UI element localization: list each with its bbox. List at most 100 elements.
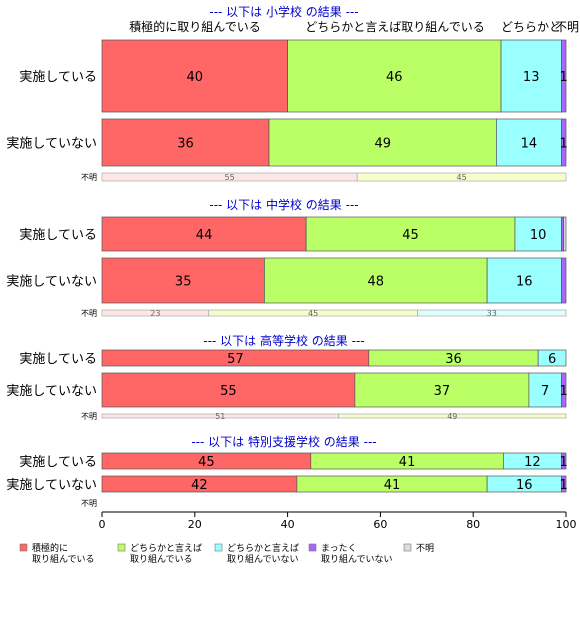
bar-segment (356, 172, 567, 182)
legend-swatch (308, 543, 317, 552)
legend-label: まったく (321, 543, 357, 554)
data-label: 13 (523, 70, 540, 85)
bar-segment (101, 39, 288, 113)
bar-segment (561, 118, 567, 167)
data-label: 42 (191, 478, 208, 493)
row-label: 実施していない (6, 383, 97, 399)
data-label: 41 (384, 478, 401, 493)
legend-swatch (19, 543, 28, 552)
bar-segment (101, 118, 270, 167)
top-category-label: 不明 (555, 20, 579, 34)
data-label: 10 (530, 228, 547, 243)
section-title: --- 以下は 特別支援学校 の結果 --- (191, 434, 376, 449)
legend-label: 積極的に (32, 542, 68, 554)
data-label: 1 (560, 137, 568, 152)
data-label: 55 (225, 173, 235, 182)
bar-segment (101, 372, 356, 408)
x-tick-label: 80 (466, 518, 480, 531)
data-label: 1 (560, 455, 568, 470)
data-label: 37 (434, 384, 451, 399)
data-label: 1 (560, 384, 568, 399)
top-category-label: 積極的に取り組んでいる (129, 19, 260, 34)
legend-swatch (214, 543, 223, 552)
bar-segment (537, 349, 567, 367)
row-label: 不明 (81, 309, 97, 318)
bar-segment (561, 39, 567, 113)
bar-segment (561, 475, 567, 493)
data-label: 46 (386, 70, 403, 85)
row-label: 不明 (81, 412, 97, 421)
row-label: 実施していない (6, 477, 97, 493)
legend-label: 取り組んでいない (321, 553, 393, 565)
bar-segment (496, 118, 562, 167)
bar-segment (528, 372, 562, 408)
bar-segment (561, 452, 567, 470)
bar-segment (305, 216, 516, 252)
x-tick-label: 0 (99, 518, 106, 531)
legend-swatch (403, 543, 412, 552)
bar-segment (338, 413, 567, 419)
section-title: --- 以下は 高等学校 の結果 --- (203, 333, 364, 348)
data-label: 36 (177, 137, 194, 152)
bar-segment (561, 372, 567, 408)
section-title: --- 以下は 中学校 の結果 --- (209, 197, 358, 212)
bar-segment (561, 257, 567, 304)
row-label: 実施している (19, 454, 97, 470)
x-tick-label: 40 (281, 518, 295, 531)
data-label: 55 (220, 384, 237, 399)
x-tick-label: 60 (373, 518, 387, 531)
bar-segment (101, 257, 265, 304)
data-label: 12 (524, 455, 541, 470)
bar-segment (500, 39, 562, 113)
data-label: 45 (198, 455, 215, 470)
data-label: 1 (560, 70, 568, 85)
x-tick-label: 20 (188, 518, 202, 531)
x-tick-label: 100 (556, 518, 577, 531)
bar-segment (354, 372, 530, 408)
row-label: 実施していない (6, 274, 97, 290)
bar-segment (101, 216, 307, 252)
legend-label: 取り組んでいる (32, 553, 95, 565)
bar-segment (417, 309, 567, 317)
legend-label: どちらかと言えば (227, 542, 299, 554)
legend-label: 取り組んでいる (130, 553, 193, 565)
row-label: 実施している (19, 351, 97, 367)
data-label: 35 (175, 275, 192, 290)
legend-label: 取り組んでいない (227, 553, 299, 565)
data-label: 1 (560, 478, 568, 493)
data-label: 7 (541, 384, 549, 399)
data-label: 45 (457, 173, 467, 182)
data-label: 49 (374, 137, 391, 152)
legend-swatch (117, 543, 126, 552)
row-label: 実施している (19, 69, 97, 85)
data-label: 33 (487, 309, 497, 318)
row-label: 不明 (81, 173, 97, 182)
section-title: --- 以下は 小学校 の結果 --- (209, 4, 358, 19)
data-label: 51 (215, 412, 225, 421)
data-label: 6 (548, 352, 556, 367)
data-label: 41 (399, 455, 416, 470)
bar-segment (268, 118, 497, 167)
data-label: 16 (516, 275, 533, 290)
data-label: 45 (402, 228, 419, 243)
data-label: 14 (521, 137, 538, 152)
data-label: 36 (445, 352, 462, 367)
data-label: 48 (367, 275, 384, 290)
legend-label: 不明 (416, 543, 434, 554)
legend-label: どちらかと言えば (130, 542, 202, 554)
bar-segment (563, 216, 567, 252)
row-label: 不明 (81, 499, 97, 508)
data-label: 45 (308, 309, 318, 318)
top-category-label: どちらかと言えば取り組んでいる (305, 20, 484, 34)
bar-segment (264, 257, 488, 304)
data-label: 40 (187, 70, 204, 85)
data-label: 23 (150, 309, 160, 318)
data-label: 57 (227, 352, 244, 367)
data-label: 16 (516, 478, 533, 493)
top-category-label: どちらかと (501, 20, 561, 34)
bar-segment (486, 257, 562, 304)
row-label: 実施している (19, 227, 97, 243)
row-label: 実施していない (6, 136, 97, 152)
data-label: 44 (196, 228, 213, 243)
